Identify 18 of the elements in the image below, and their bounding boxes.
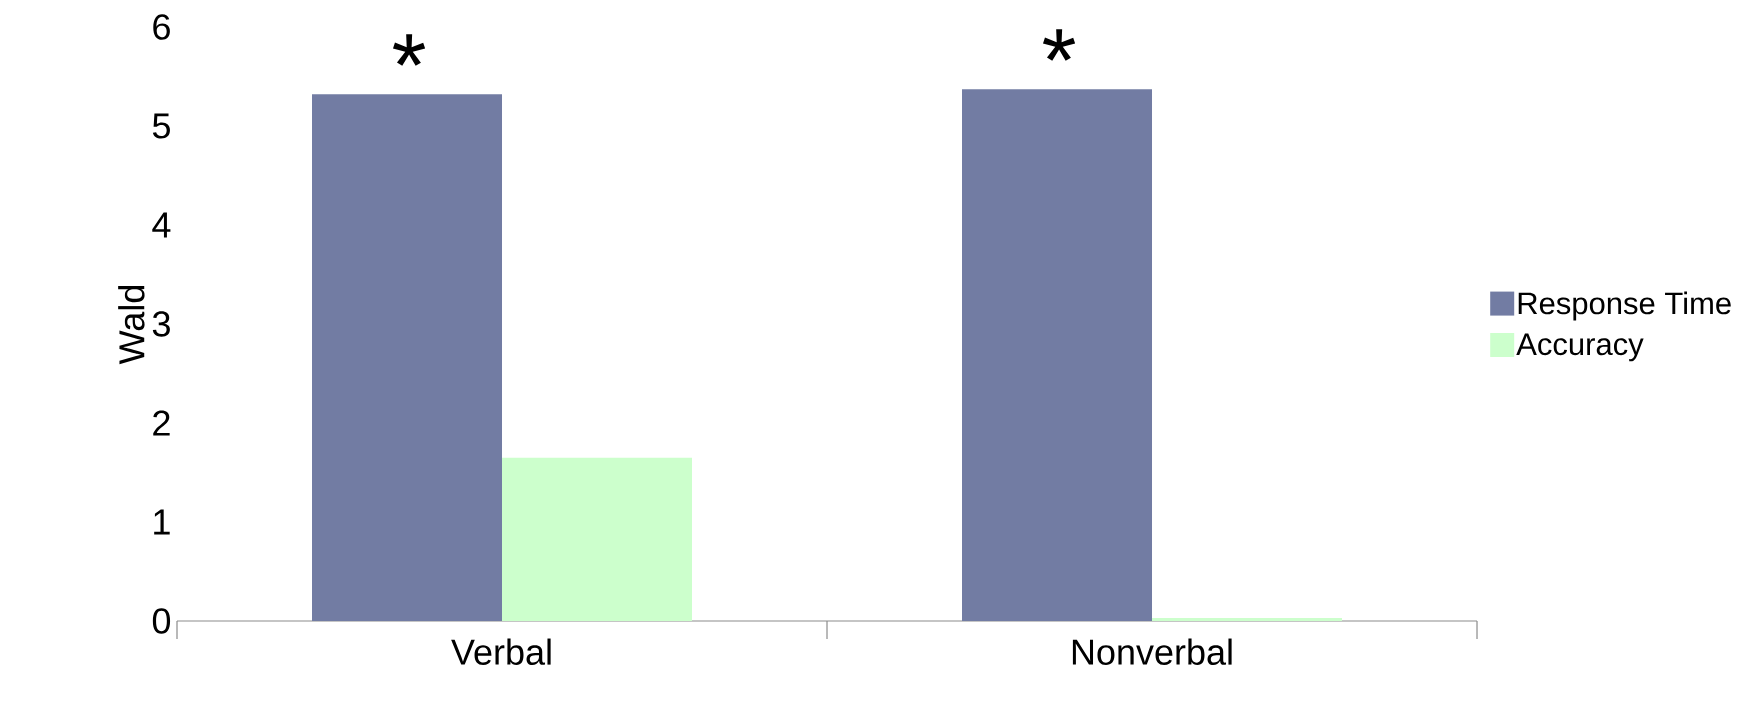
annotation: * [392,34,426,66]
bar [502,457,693,621]
y-tick-label: 1 [154,509,170,535]
y-axis-title: Wald [118,285,145,365]
y-tick-label: 2 [153,410,170,436]
legend-label: Response Time [1518,291,1731,321]
legend-label: Accuracy [1516,333,1644,362]
bar [312,94,503,621]
y-tick-label: 6 [153,14,170,40]
bar [1152,618,1343,621]
x-tick-label: Nonverbal [1072,638,1232,665]
annotation: * [1042,29,1076,61]
y-tick-label: 3 [152,311,170,337]
y-tick-label: 5 [152,113,170,139]
y-tick-label: 4 [152,212,171,238]
y-tick-label: 0 [152,608,171,634]
x-tick-label: Verbal [451,638,551,665]
bar [962,89,1153,621]
